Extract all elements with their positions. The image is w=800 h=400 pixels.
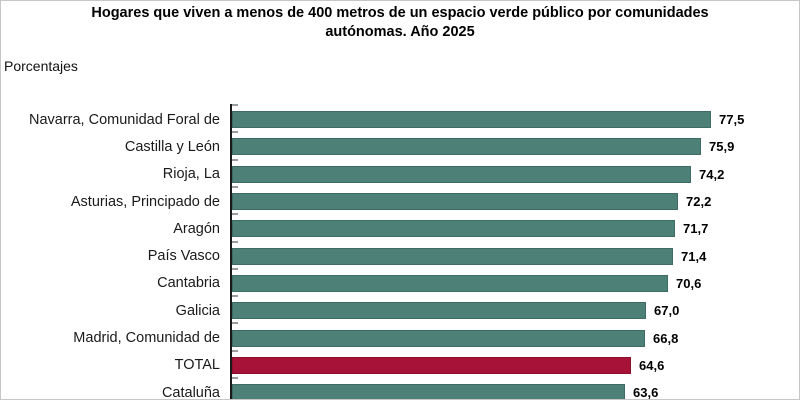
chart-row: Castilla y León 75,9 [1,133,799,160]
bar-rows: Navarra, Comunidad Foral de 77,5 Castilla … [1,106,799,400]
bar [232,111,711,129]
bar [232,165,691,183]
category-label: Madrid, Comunidad de [73,330,220,347]
value-label: 64,6 [639,357,665,373]
chart-row: Aragón 71,7 [1,215,799,242]
bar-total-highlight [232,356,631,374]
chart-row: País Vasco 71,4 [1,242,799,269]
value-label: 71,4 [681,248,707,264]
chart-row: Navarra, Comunidad Foral de 77,5 [1,106,799,133]
bar [232,329,645,347]
category-label: Aragón [173,220,220,237]
category-label: Asturias, Principado de [70,193,220,210]
bar [232,138,701,156]
value-label: 67,0 [654,303,680,319]
category-label: TOTAL [174,357,220,374]
value-label: 71,7 [683,221,709,237]
units-label: Porcentajes [4,58,78,74]
axis-tick [232,131,238,134]
bar [232,302,646,320]
category-label: Cantabria [157,275,220,292]
axis-tick [232,240,238,243]
category-label: Rioja, La [162,166,220,183]
category-label: Cataluña [161,384,220,400]
value-label: 66,8 [653,330,679,346]
bar [232,384,625,399]
category-label: Navarra, Comunidad Foral de [28,111,220,128]
chart-row: Galicia 67,0 [1,297,799,324]
axis-tick [232,349,238,352]
value-label: 72,2 [686,194,712,210]
axis-tick [232,295,238,298]
chart-row: TOTAL 64,6 [1,352,799,379]
bar [232,247,673,265]
axis-tick [232,104,238,106]
bar [232,193,678,211]
axis-tick [232,377,238,379]
category-label: País Vasco [147,248,220,265]
y-axis-line [230,104,232,399]
value-label: 63,6 [633,385,659,400]
bar [232,220,675,238]
chart-row: Madrid, Comunidad de 66,8 [1,324,799,351]
chart-row: Cataluña 63,6 [1,379,799,400]
value-label: 77,5 [719,112,745,128]
chart-row: Rioja, La 74,2 [1,161,799,188]
value-label: 74,2 [699,166,725,182]
chart-row: Cantabria 70,6 [1,270,799,297]
axis-tick [232,185,238,188]
category-label: Castilla y León [124,138,220,155]
axis-tick [232,267,238,270]
axis-tick [232,158,238,161]
chart-title-line2: autónomas. Año 2025 [325,23,475,40]
value-label: 75,9 [709,139,735,155]
bar [232,274,668,292]
chart-row: Asturias, Principado de 72,2 [1,188,799,215]
chart-title: Hogares que viven a menos de 400 metros … [31,4,769,41]
axis-tick [232,213,238,216]
chart-title-line1: Hogares que viven a menos de 400 metros … [91,5,709,21]
axis-tick [232,322,238,325]
value-label: 70,6 [676,275,702,291]
category-label: Galicia [175,302,220,319]
